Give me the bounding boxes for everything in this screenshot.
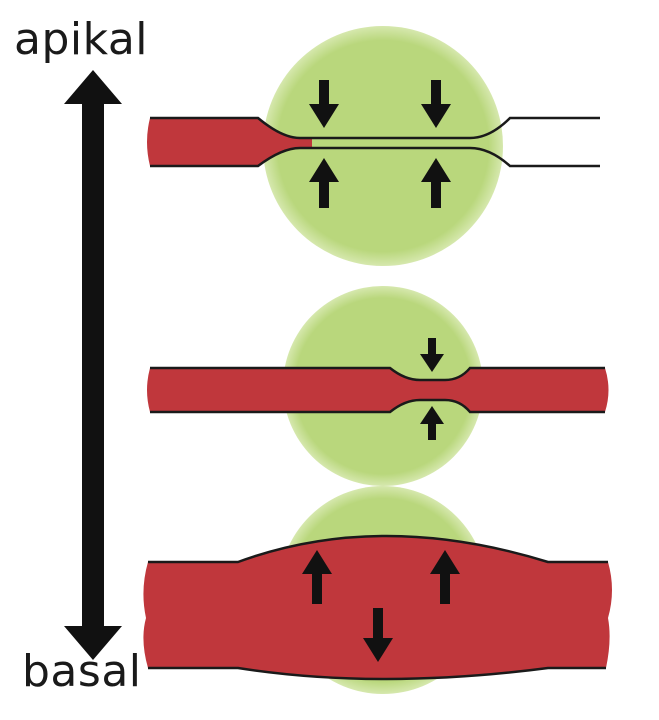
top-compression-arrow-left-up: [309, 158, 339, 208]
bottom-expansion-arrow-down: [363, 608, 393, 662]
middle-compression-arrow-down: [420, 338, 444, 372]
apical-basal-axis-arrow: [64, 70, 122, 660]
top-compression-arrow-right-down: [421, 80, 451, 128]
bottom-cell-group: [143, 486, 612, 694]
top-compression-arrow-left-down: [309, 80, 339, 128]
basal-label: basal: [22, 646, 142, 697]
middle-cell-group: [147, 286, 609, 486]
bottom-expansion-arrow-right-up: [430, 550, 460, 604]
apical-label: apikal: [14, 14, 149, 65]
top-red-vessel: [147, 118, 312, 166]
middle-red-vessel: [147, 368, 609, 412]
top-cell-group: [147, 26, 600, 266]
middle-compression-arrow-up: [420, 406, 444, 440]
bottom-red-vessel: [143, 536, 612, 679]
top-compression-arrow-right-up: [421, 158, 451, 208]
bottom-expansion-arrow-left-up: [302, 550, 332, 604]
